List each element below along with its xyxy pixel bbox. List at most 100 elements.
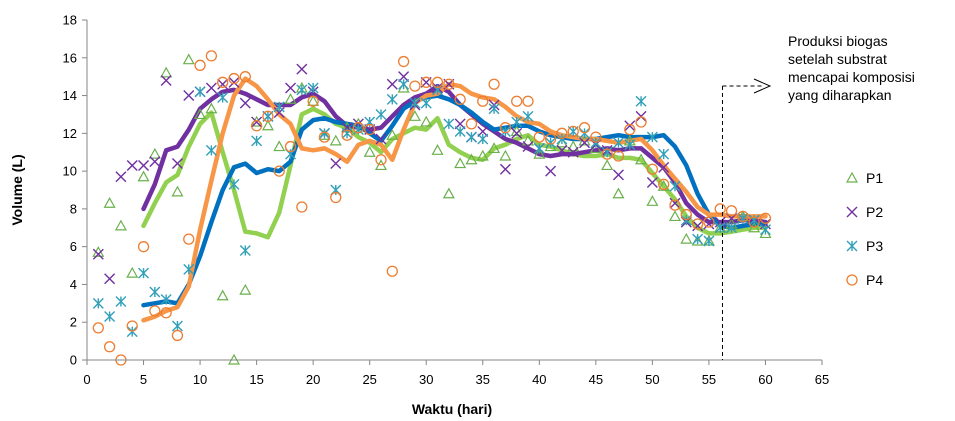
data-point-p2 <box>375 133 387 145</box>
data-point-p1 <box>668 210 682 222</box>
data-point-p4 <box>330 191 342 204</box>
legend-label-p2: P2 <box>866 204 883 220</box>
data-point-p4 <box>624 123 636 136</box>
data-point-p2 <box>330 158 342 170</box>
x-tick-label: 30 <box>419 372 433 387</box>
data-point-p4 <box>352 122 365 134</box>
x-tick-label: 15 <box>249 372 263 387</box>
data-point-p3 <box>171 320 183 332</box>
data-point-p2 <box>104 273 116 285</box>
data-point-p4 <box>386 265 398 277</box>
annotation-line-3: mencapai komposisi <box>788 69 915 85</box>
y-tick-label: 2 <box>70 315 77 330</box>
data-point-p3 <box>533 142 545 154</box>
y-tick-label: 16 <box>63 50 77 65</box>
data-point-p2 <box>92 248 104 260</box>
legend: P1 P2 P3 P4 <box>845 170 883 288</box>
data-point-p4 <box>420 76 432 88</box>
data-point-p1 <box>160 66 173 78</box>
data-point-p3 <box>104 311 116 323</box>
data-point-p3 <box>138 267 150 279</box>
data-markers <box>92 50 772 366</box>
data-point-p4 <box>205 50 218 62</box>
x-tick-label: 10 <box>193 372 207 387</box>
data-point-p3 <box>273 101 285 113</box>
data-point-p1 <box>363 145 376 157</box>
y-tick-label: 12 <box>63 126 77 141</box>
x-tick-label: 45 <box>589 372 603 387</box>
y-tick-label: 14 <box>63 88 77 103</box>
data-point-p3 <box>759 224 771 236</box>
y-tick-labels: 0 2 4 6 8 10 12 14 16 18 <box>63 13 77 368</box>
x-axis-title: Waktu (hari) <box>412 401 492 417</box>
data-point-p3 <box>511 116 523 128</box>
data-point-p4 <box>194 59 206 71</box>
data-point-p2 <box>273 107 285 119</box>
data-point-p4 <box>499 122 512 134</box>
data-point-p4 <box>149 305 161 317</box>
data-point-p3 <box>126 326 138 338</box>
data-point-p3 <box>714 222 726 234</box>
data-point-p3 <box>692 233 704 245</box>
data-point-p4 <box>488 78 500 90</box>
data-point-p3 <box>386 93 398 105</box>
x-tick-label: 65 <box>815 372 829 387</box>
data-point-p3 <box>296 84 308 96</box>
data-point-p4 <box>375 154 387 166</box>
data-point-p3 <box>375 108 387 120</box>
data-point-p4 <box>239 71 251 83</box>
axes <box>82 19 823 365</box>
data-point-p4 <box>748 216 760 228</box>
data-point-p2 <box>205 82 217 94</box>
data-point-p2 <box>567 146 579 158</box>
data-point-p3 <box>579 127 591 139</box>
data-point-p1 <box>680 232 693 244</box>
y-tick-label: 0 <box>70 353 77 368</box>
y-tick-label: 8 <box>70 201 77 216</box>
data-point-p4 <box>341 129 353 141</box>
data-point-p1 <box>273 140 286 152</box>
data-point-p4 <box>397 55 410 68</box>
x-tick-label: 55 <box>702 372 716 387</box>
data-point-p4 <box>635 116 647 128</box>
data-point-p1 <box>239 283 252 295</box>
data-point-p2 <box>251 116 263 128</box>
data-point-p1 <box>103 196 116 208</box>
data-point-p2 <box>228 76 240 88</box>
data-point-p2 <box>499 163 511 175</box>
data-point-p1 <box>748 221 761 233</box>
data-point-p1 <box>205 102 218 114</box>
data-point-p1 <box>601 159 614 171</box>
data-point-p3 <box>420 97 432 109</box>
data-point-p1 <box>431 144 444 155</box>
data-point-p4 <box>92 322 104 334</box>
data-point-p3 <box>726 222 738 234</box>
data-point-p1 <box>488 142 501 154</box>
data-point-p4 <box>725 205 738 217</box>
data-point-p1 <box>521 134 535 146</box>
legend-marker-p3 <box>846 240 858 252</box>
data-point-p2 <box>239 97 251 109</box>
data-point-p1 <box>194 108 207 120</box>
data-point-p3 <box>635 95 647 107</box>
data-point-p4 <box>103 341 116 353</box>
y-tick-label: 18 <box>63 13 77 28</box>
data-point-p3 <box>251 135 263 147</box>
data-point-p4 <box>126 320 138 332</box>
data-point-p3 <box>149 286 161 298</box>
x-tick-label: 5 <box>140 372 147 387</box>
data-point-p3 <box>183 263 195 275</box>
data-point-p1 <box>261 119 274 131</box>
data-point-p4 <box>228 72 240 85</box>
data-point-p2 <box>635 110 647 122</box>
data-point-p1 <box>612 187 625 199</box>
data-point-p4 <box>578 122 591 134</box>
data-point-p2 <box>138 159 150 171</box>
data-point-p4 <box>691 218 704 230</box>
data-point-p1 <box>284 93 297 104</box>
y-tick-label: 4 <box>70 277 77 292</box>
data-point-p1 <box>442 187 455 199</box>
data-point-p1 <box>476 149 489 161</box>
data-point-p4 <box>612 150 625 162</box>
data-point-p3 <box>115 295 127 307</box>
